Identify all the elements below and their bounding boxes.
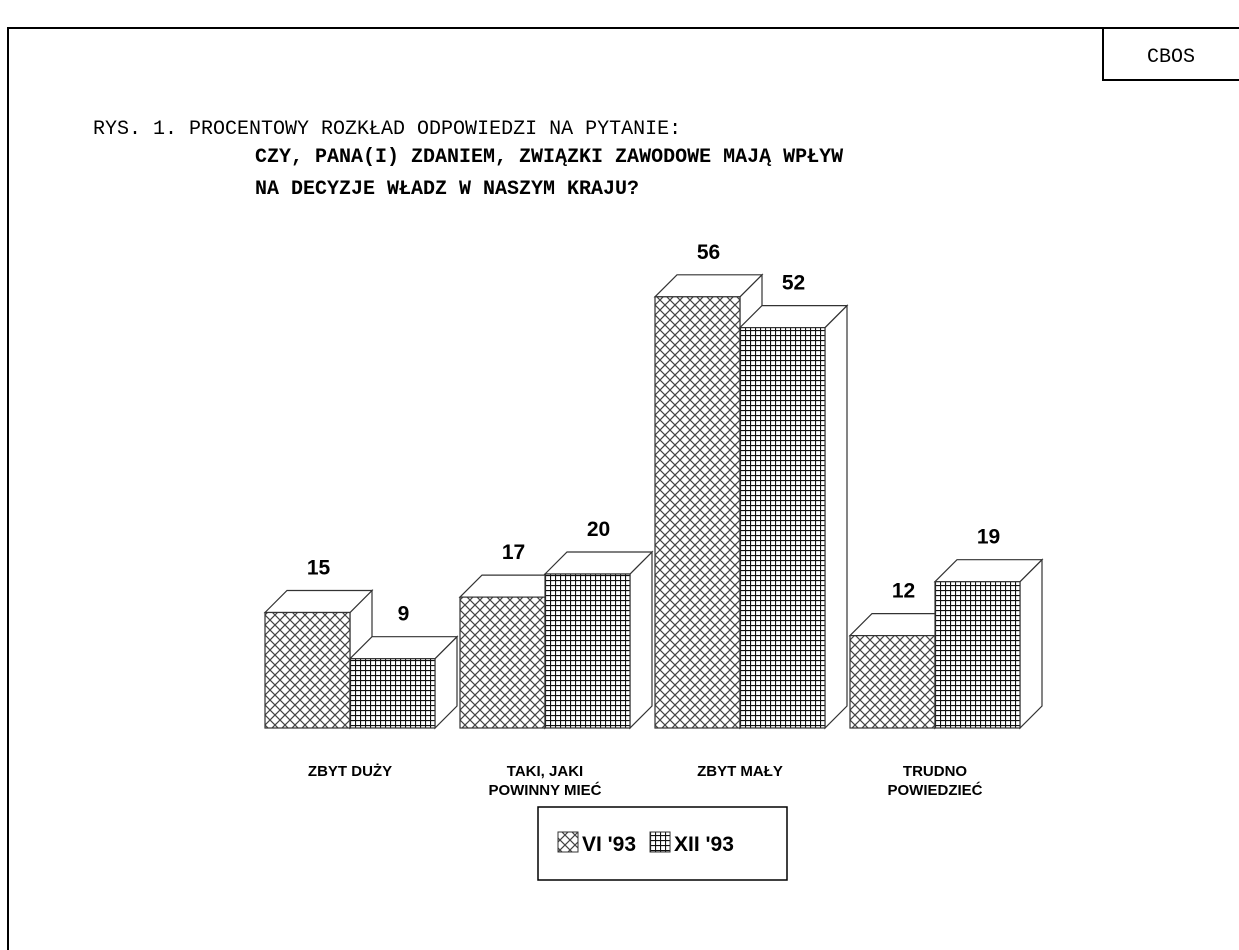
value-label: 19 (977, 526, 1000, 549)
legend-label: XII '93 (674, 833, 734, 856)
bar (348, 635, 459, 730)
source: CBOS (1147, 46, 1195, 69)
value-label: 52 (782, 272, 805, 295)
chart-title: RYS. 1. PROCENTOWY ROZKŁAD ODPOWIEDZI NA… (93, 118, 681, 141)
value-label: 17 (502, 541, 525, 564)
legend-swatch (649, 831, 671, 853)
x-tick-label: ZBYT MAŁY (697, 763, 783, 780)
bar (263, 589, 374, 730)
legend-swatch (557, 831, 579, 853)
legend-label: VI '93 (582, 833, 636, 856)
bar (738, 304, 849, 730)
frame (7, 27, 1239, 950)
x-tick-label: ZBYT DUŻY (307, 763, 393, 780)
bar (933, 558, 1044, 730)
value-label: 20 (587, 518, 610, 541)
value-label: 12 (892, 580, 915, 603)
value-label: 56 (697, 241, 720, 264)
source-box (1102, 27, 1239, 81)
x-tick-label: TAKI, JAKI POWINNY MIEĆ (488, 763, 602, 799)
chart-subtitle: CZY, PANA(I) ZDANIEM, ZWIĄZKI ZAWODOWE M… (255, 146, 844, 201)
x-tick-label: TRUDNO POWIEDZIEĆ (887, 763, 983, 799)
value-label: 15 (307, 557, 331, 580)
value-label: 9 (398, 603, 410, 626)
bar (543, 550, 654, 730)
